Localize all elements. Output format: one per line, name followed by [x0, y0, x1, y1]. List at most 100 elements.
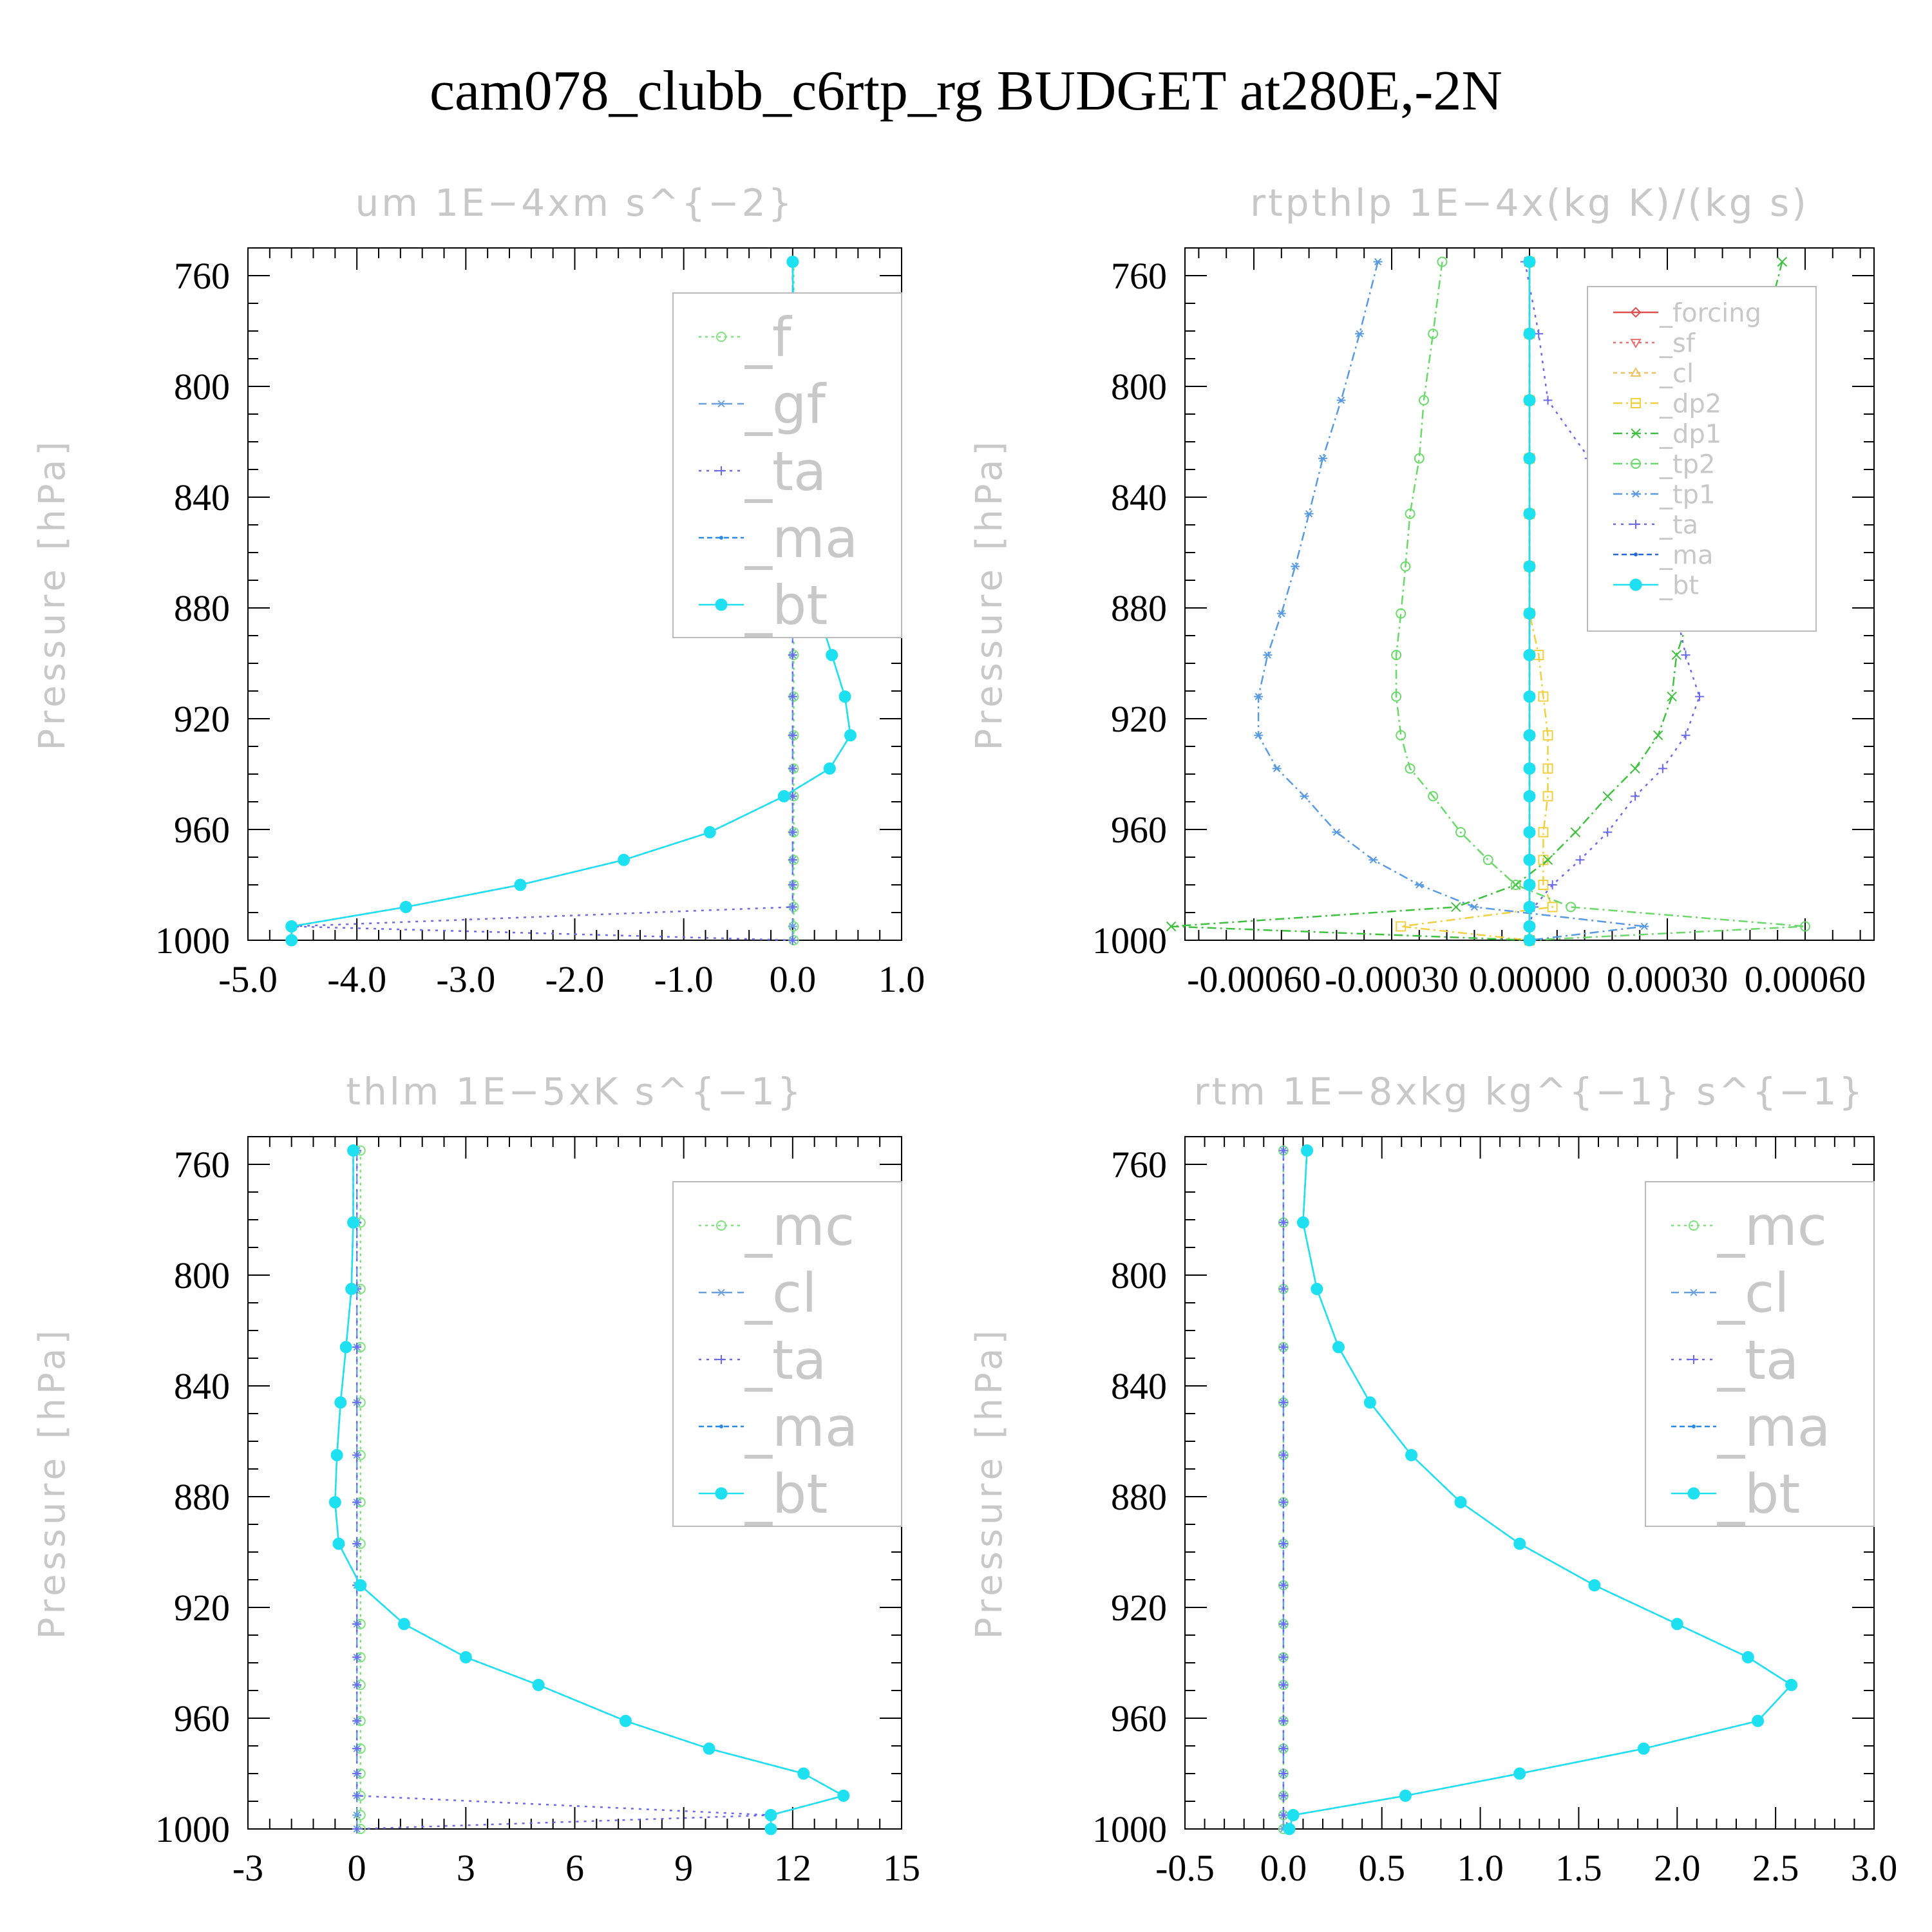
y-tick-label: 760	[1111, 255, 1167, 297]
data-point	[345, 1283, 358, 1295]
series-cl	[1278, 1146, 1288, 1833]
data-point	[1523, 934, 1536, 947]
data-point	[826, 649, 838, 661]
y-tick-label: 1000	[155, 1808, 230, 1850]
data-point	[788, 902, 797, 912]
legend-label: _gf	[744, 373, 827, 436]
data-point	[285, 934, 298, 947]
x-tick-label: -3	[232, 1847, 263, 1889]
x-tick-label: 2.0	[1654, 1847, 1701, 1889]
data-point	[1278, 1791, 1288, 1801]
legend-label: _cl	[744, 1262, 817, 1325]
data-point	[764, 1809, 777, 1821]
data-point	[1523, 607, 1536, 620]
data-point	[1523, 790, 1536, 802]
data-point	[1405, 508, 1416, 519]
data-point	[1278, 1539, 1288, 1549]
y-tick-label: 960	[1111, 809, 1167, 851]
legend-label: _dp1	[1659, 419, 1721, 449]
data-point	[1570, 827, 1581, 838]
data-point	[1301, 1144, 1314, 1157]
legend-label: _cl	[1717, 1262, 1790, 1325]
data-point	[352, 1744, 362, 1754]
data-point	[1428, 791, 1439, 802]
chart-panel: thlm 1E−5xK s^{−1} Pressure [hPa] 760 800 84…	[32, 1070, 920, 1889]
series-line	[1288, 1150, 1793, 1830]
y-tick-label: 920	[1111, 698, 1167, 740]
x-tick-label: -0.00030	[1325, 958, 1459, 1000]
legend-label: _mc	[1717, 1195, 1827, 1258]
data-point	[1414, 453, 1425, 464]
panel-title: rtpthlp 1E−4x(kg K)/(kg s)	[1250, 181, 1809, 225]
data-point	[1542, 730, 1553, 741]
data-point	[1637, 1742, 1650, 1755]
data-point	[1523, 920, 1536, 933]
data-point	[1534, 329, 1544, 339]
data-point	[1681, 650, 1690, 660]
x-tick-label: -3.0	[436, 958, 495, 1000]
data-point	[399, 900, 412, 913]
data-point	[1513, 1537, 1526, 1550]
x-tick-label: 0.0	[770, 958, 817, 1000]
x-tick-label: 12	[774, 1847, 811, 1889]
data-point	[618, 853, 630, 866]
legend-marker	[1630, 307, 1642, 318]
data-point	[1405, 1449, 1418, 1461]
data-point	[285, 920, 298, 933]
legend-label: _ma	[1717, 1396, 1830, 1459]
legend-marker	[717, 1289, 726, 1296]
legend-marker	[1689, 1355, 1698, 1364]
data-point	[788, 880, 797, 889]
data-point	[1278, 1497, 1288, 1507]
y-axis-label: Pressure [hPa]	[969, 438, 1010, 751]
data-point	[1470, 903, 1479, 911]
data-point	[1414, 881, 1424, 889]
data-point	[1542, 791, 1553, 802]
legend-box	[1587, 286, 1817, 632]
legend-box	[672, 292, 902, 638]
data-point	[1396, 921, 1406, 932]
x-tick-label: 9	[674, 1847, 693, 1889]
series-line	[334, 1150, 846, 1829]
legend: _mc_cl_ta_ma_bt	[1645, 1181, 1875, 1527]
data-point	[1566, 902, 1577, 913]
data-point	[352, 1769, 362, 1778]
legend-marker	[1692, 1425, 1696, 1428]
series-bt	[1283, 1144, 1798, 1835]
data-point	[1451, 902, 1461, 913]
y-tick-label: 920	[174, 698, 230, 740]
figure-title: cam078_clubb_c6rtp_rg BUDGET at280E,-2N	[430, 60, 1502, 122]
data-point	[1671, 1618, 1683, 1631]
legend-marker	[1630, 339, 1642, 348]
data-point	[1278, 1653, 1288, 1662]
data-point	[332, 1537, 345, 1550]
legend-label: _sf	[1659, 328, 1696, 358]
data-point	[1278, 1744, 1288, 1754]
y-tick-label: 1000	[1092, 920, 1167, 961]
data-point	[1671, 650, 1681, 660]
legend-marker	[1629, 578, 1642, 591]
legend-box	[1645, 1181, 1875, 1527]
legend: _f_gf_ta_ma_bt	[672, 292, 902, 638]
legend-label: _cl	[1659, 359, 1694, 388]
data-point	[1523, 900, 1536, 913]
data-point	[1296, 1216, 1309, 1229]
legend-label: _ta	[744, 1329, 826, 1392]
x-tick-label: 6	[565, 1847, 584, 1889]
data-point	[1278, 1680, 1288, 1690]
legend-label: _f	[744, 306, 793, 369]
data-point	[1538, 827, 1549, 838]
y-tick-label: 800	[1111, 1255, 1167, 1296]
data-point	[352, 1716, 362, 1726]
data-point	[1396, 730, 1406, 741]
chart-panel: rtpthlp 1E−4x(kg K)/(kg s) Pressure [hPa]…	[969, 181, 1875, 1000]
y-tick-label: 1000	[155, 920, 230, 961]
series-line	[1282, 1150, 1291, 1830]
y-tick-label: 840	[1111, 477, 1167, 518]
legend-marker	[717, 1355, 726, 1364]
x-tick-label: 1.0	[878, 958, 925, 1000]
x-tick-label: -1.0	[654, 958, 714, 1000]
data-point	[1396, 608, 1406, 619]
x-tick-label: 3.0	[1851, 1847, 1898, 1889]
data-point	[1400, 561, 1411, 572]
